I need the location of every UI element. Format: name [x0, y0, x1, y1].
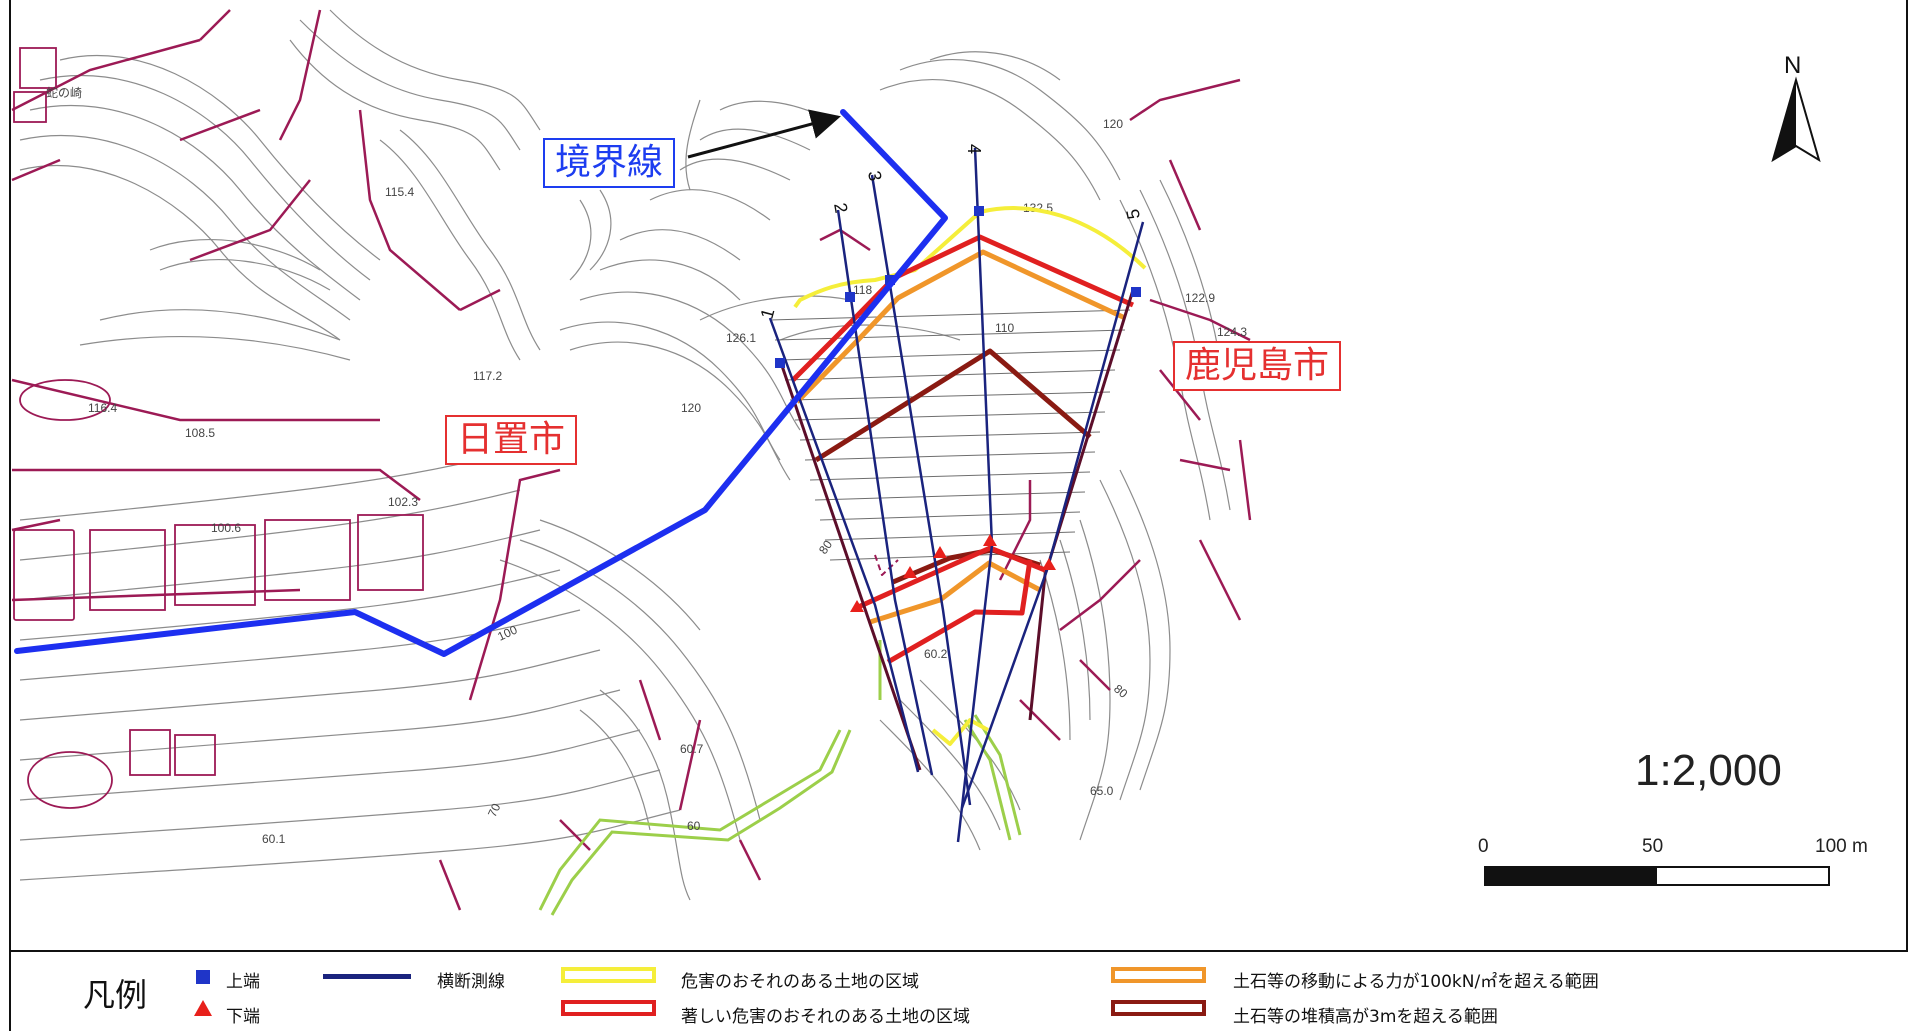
boundary-arrow — [687, 109, 841, 159]
elevation-label: 108.5 — [185, 426, 215, 440]
lower-end-markers — [850, 534, 1056, 612]
survey-line-1 — [768, 317, 920, 773]
legend-label-hazard: 危害のおそれのある土地の区域 — [681, 972, 919, 992]
hazard-area-brown — [814, 348, 1092, 463]
elevation-label: 115.4 — [385, 185, 414, 199]
upper-end-icon — [196, 970, 210, 984]
lower-end-marker — [933, 546, 947, 558]
north-arrow-icon — [1771, 76, 1821, 163]
elevation-label: 110 — [995, 321, 1014, 335]
city-label-hioki: 日置市 — [445, 415, 578, 465]
scale-ratio: 1:2,000 — [1635, 746, 1782, 795]
legend-label-upper-end: 上端 — [226, 972, 260, 992]
lower-end-icon — [194, 1000, 212, 1016]
lower-end-marker — [903, 566, 917, 578]
section-number: 3 — [864, 169, 885, 182]
upper-end-marker — [1131, 287, 1141, 297]
upper-end-marker — [845, 292, 855, 302]
elevation-label: 122.9 — [1185, 291, 1215, 305]
elevation-label: 70 — [485, 801, 503, 819]
scale-bar — [1484, 866, 1830, 886]
brown-area-icon — [1111, 1000, 1206, 1016]
legend-title: 凡例 — [83, 976, 148, 1014]
elevation-label: 120 — [1103, 117, 1123, 131]
boundary-label: 境界線 — [543, 138, 676, 188]
elevation-label: 60.1 — [262, 832, 286, 846]
legend-label-survey-line: 横断測線 — [437, 972, 505, 992]
elevation-labels: 蛇の崎 120 115.4 117.2 116.4 108.5 102.3 10… — [46, 85, 1247, 846]
elevation-label: 80 — [1111, 682, 1130, 702]
section-numbers: 1 2 3 4 5 — [757, 144, 1144, 321]
elevation-label: 60.7 — [680, 742, 704, 756]
legend: 凡例 上端 下端 横断測線 危害のおそれのある土地の区域 著しい危害のおそれのあ… — [11, 950, 1908, 1032]
survey-line-2 — [836, 209, 934, 776]
elevation-label: 117.2 — [473, 369, 502, 383]
dashed-outline — [874, 554, 899, 576]
elevation-label: 60 — [687, 819, 701, 833]
elevation-label: 124.3 — [1217, 325, 1247, 339]
scale-tick-50: 50 — [1642, 836, 1664, 857]
legend-label-force: 土石等の移動による力が100kN/㎡を超える範囲 — [1233, 972, 1599, 992]
deposit-red-1 — [854, 545, 1046, 611]
elevation-label: 120 — [681, 401, 701, 415]
upper-end-markers — [775, 206, 1141, 368]
elevation-label: 126.1 — [726, 331, 756, 345]
scale-tick-0: 0 — [1478, 836, 1489, 857]
city-label-kagoshima: 鹿児島市 — [1173, 341, 1342, 391]
lower-end-marker — [1042, 558, 1056, 570]
elevation-label: 102.3 — [388, 495, 418, 509]
upper-end-marker — [885, 275, 895, 285]
red-area-icon — [561, 1000, 656, 1016]
yellow-area-icon — [561, 967, 656, 983]
legend-label-deposit: 土石等の堆積高が3mを超える範囲 — [1233, 1007, 1498, 1027]
elevation-label: 116.4 — [88, 401, 117, 415]
lower-end-marker — [850, 600, 864, 612]
section-number: 5 — [1123, 207, 1144, 220]
deposit-orange — [869, 560, 1042, 625]
contour-lines — [19, 9, 1231, 901]
scale-bar-fill — [1486, 868, 1657, 884]
section-number: 1 — [757, 306, 779, 321]
building-outlines — [13, 47, 424, 809]
road-lines — [11, 9, 1252, 911]
place-label: 蛇の崎 — [46, 85, 82, 100]
boundary-line — [14, 109, 948, 657]
orange-area-icon — [1111, 967, 1206, 983]
section-number: 2 — [830, 201, 851, 214]
upper-end-marker — [974, 206, 984, 216]
elevation-label: 100.6 — [211, 521, 241, 535]
survey-line-icon — [323, 974, 411, 979]
section-number: 4 — [964, 144, 984, 154]
elevation-label: 118 — [853, 283, 872, 297]
topographic-map: 蛇の崎 120 115.4 117.2 116.4 108.5 102.3 10… — [11, 9, 1821, 916]
scale-tick-100: 100 m — [1815, 836, 1868, 857]
deposit-red-2 — [886, 559, 1033, 665]
legend-label-lower-end: 下端 — [226, 1007, 260, 1027]
lower-end-marker — [983, 534, 997, 546]
elevation-label: 60.2 — [924, 647, 948, 661]
upper-end-marker — [775, 358, 785, 368]
hazard-zone-lower — [854, 545, 1046, 746]
hazard-area-orange — [795, 249, 1127, 404]
green-road — [538, 640, 1022, 916]
elevation-label: 65.0 — [1090, 784, 1114, 798]
survey-line-3 — [870, 174, 972, 806]
elevation-label: 80 — [816, 537, 835, 556]
legend-label-severe-hazard: 著しい危害のおそれのある土地の区域 — [681, 1007, 970, 1027]
north-label: N — [1784, 52, 1802, 79]
